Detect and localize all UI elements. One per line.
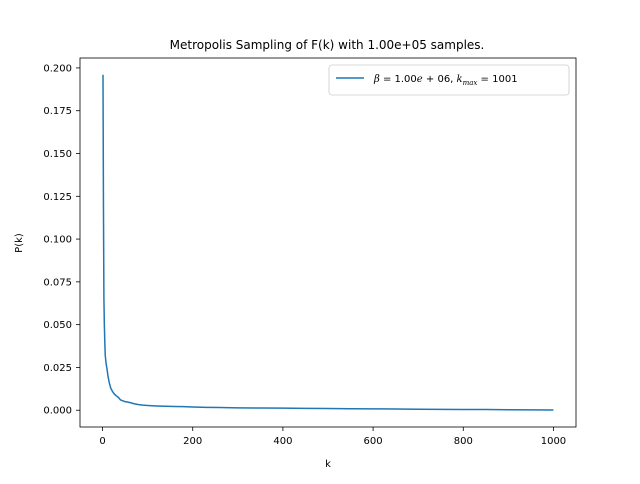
legend-beta-symbol: β [373,74,380,85]
x-tick-label: 1000 [541,436,566,447]
y-tick-label: 0.075 [43,277,72,288]
legend-k-value: = 1001 [477,74,517,85]
legend-label-series-1: β = 1.00e + 06, kmax = 1001 [373,74,518,87]
chart-title: Metropolis Sampling of F(k) with 1.00e+0… [170,38,485,52]
y-tick-label: 0.000 [43,406,72,417]
plot-area: 0 200 400 600 800 1000 0.0000.0250.0500.0750.… [43,57,577,447]
legend-k-var: k [457,74,463,85]
legend-beta-exponent: + 06, [423,74,457,85]
y-tick-label: 0.100 [43,235,72,246]
legend: β = 1.00e + 06, kmax = 1001 [328,64,570,96]
series-line-1 [102,74,554,411]
legend-box [328,64,570,96]
x-axis-label: k [325,459,331,470]
legend-beta-value: = 1.00 [380,74,417,85]
legend-e-var: e [417,74,423,85]
legend-k-subscript: max [463,79,478,87]
y-tick-label: 0.025 [43,363,72,374]
y-tick-label: 0.175 [43,106,72,117]
plot-frame [79,57,577,428]
x-tick-label: 200 [183,436,202,447]
y-tick-label: 0.150 [43,149,72,160]
x-tick-label: 400 [273,436,292,447]
y-axis: 0.000 0.025 0.050 0.075 0.100 0.125 0.150 0.175… [43,63,80,417]
y-tick-label: 0.050 [43,320,72,331]
y-axis-label: P(k) [14,233,25,253]
y-tick-label: 0.200 [43,63,72,74]
x-tick-label: 600 [364,436,383,447]
x-axis: 0 200 400 600 800 1000 [99,427,566,447]
y-tick-label: 0.125 [43,192,72,203]
x-tick-label: 800 [454,436,473,447]
series-layer [102,74,554,411]
x-tick-label: 0 [99,436,105,447]
